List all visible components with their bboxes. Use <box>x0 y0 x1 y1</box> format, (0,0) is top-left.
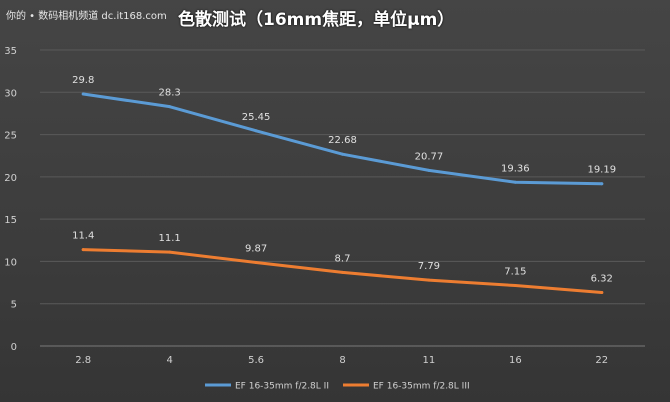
data-point <box>81 248 85 252</box>
data-label: 20.77 <box>415 151 444 162</box>
data-label: 28.3 <box>159 88 181 99</box>
data-point <box>600 182 604 186</box>
legend-label: EF 16-35mm f/2.8L II <box>235 382 329 392</box>
y-tick-label: 20 <box>4 173 17 184</box>
y-tick-label: 35 <box>4 46 17 57</box>
data-label: 7.79 <box>418 261 440 272</box>
data-point <box>427 278 431 282</box>
x-tick-label: 2.8 <box>75 355 91 366</box>
y-tick-label: 25 <box>4 131 17 142</box>
data-point <box>513 284 517 288</box>
data-point <box>341 270 344 274</box>
y-tick-label: 15 <box>4 215 17 226</box>
chart-title: 色散测试（16mm焦距，单位μm） <box>178 10 455 30</box>
data-point <box>254 261 258 265</box>
data-label: 25.45 <box>242 112 271 123</box>
data-label: 19.36 <box>501 163 530 174</box>
data-point <box>600 291 604 295</box>
data-label: 19.19 <box>587 165 616 176</box>
data-point <box>254 129 258 133</box>
data-label: 7.15 <box>504 267 526 278</box>
data-label: 9.87 <box>245 244 267 255</box>
x-tick-label: 16 <box>509 355 522 366</box>
y-tick-label: 10 <box>4 257 17 268</box>
legend-label: EF 16-35mm f/2.8L III <box>373 382 470 392</box>
data-point <box>513 180 517 184</box>
data-label: 11.4 <box>72 231 94 242</box>
y-tick-label: 5 <box>11 300 17 311</box>
watermark-text: 你的 • 数码相机频道 dc.it168.com <box>6 11 167 22</box>
y-tick-label: 30 <box>4 88 17 99</box>
data-point <box>427 168 431 172</box>
data-label: 8.7 <box>335 253 351 264</box>
data-point <box>168 105 172 109</box>
data-point <box>168 250 172 254</box>
data-label: 6.32 <box>591 274 613 285</box>
x-tick-label: 8 <box>339 355 345 366</box>
data-label: 22.68 <box>328 135 357 146</box>
data-point <box>81 92 85 96</box>
x-tick-label: 5.6 <box>248 355 264 366</box>
x-tick-label: 4 <box>166 355 172 366</box>
y-tick-label: 0 <box>11 342 17 353</box>
x-tick-label: 22 <box>595 355 608 366</box>
data-label: 29.8 <box>72 75 94 86</box>
data-point <box>341 152 344 156</box>
data-label: 11.1 <box>159 233 181 244</box>
x-tick-label: 11 <box>423 355 436 366</box>
